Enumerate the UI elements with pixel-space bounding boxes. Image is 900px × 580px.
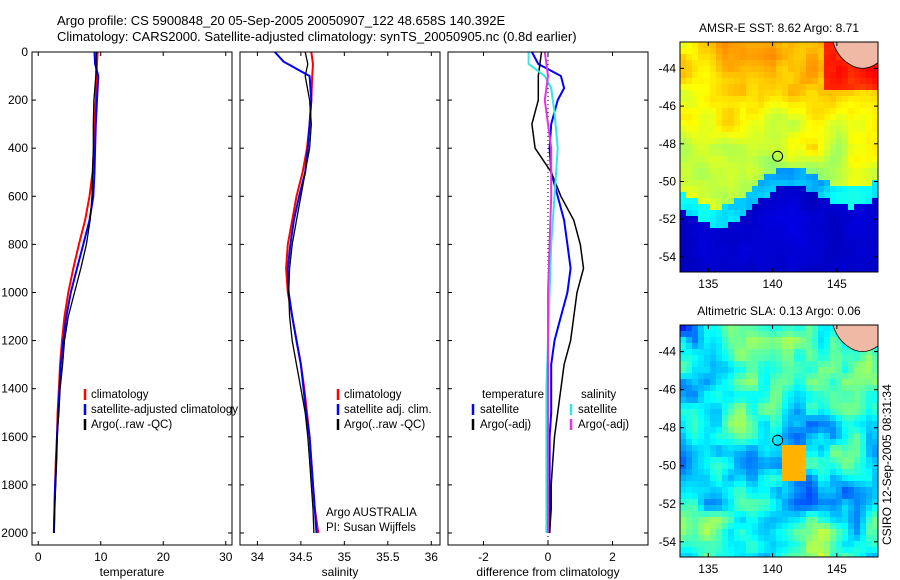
legend: climatology satellite adj. clim. Argo(..ra…: [336, 389, 432, 431]
y-tick-label: -46: [659, 99, 677, 113]
y-tick-label: 2000: [1, 526, 28, 540]
x-tick-label: 35: [338, 550, 352, 564]
figure-title-line1: Argo profile: CS 5900848_20 05-Sep-2005 …: [57, 13, 506, 28]
credit-label: CSIRO 12-Sep-2005 08:31:34: [880, 384, 894, 545]
y-tick-label: -52: [659, 497, 677, 511]
y-tick-label: -54: [659, 250, 677, 264]
argo-float-marker: [772, 150, 784, 162]
x-tick-label: 35.5: [376, 550, 400, 564]
x-axis-label: difference from climatology: [476, 565, 619, 579]
x-tick-label: 135: [698, 562, 718, 576]
series-line: [285, 51, 320, 534]
x-tick-label: 34.5: [289, 550, 313, 564]
legend-label: climatology: [91, 389, 149, 401]
map-title: Altimetric SLA: 0.13 Argo: 0.06: [697, 304, 861, 318]
x-tick-label: 10: [94, 550, 108, 564]
y-tick-label: -44: [659, 61, 677, 75]
argo-program-label: Argo AUSTRALIA: [326, 507, 417, 519]
x-axis-label: temperature: [100, 565, 165, 579]
plot-frame: [447, 51, 649, 546]
y-tick-label: 1600: [1, 430, 28, 444]
y-tick-label: 400: [8, 141, 28, 155]
legend-label: climatology: [344, 389, 402, 401]
legend-label: Argo(..raw -QC): [344, 419, 425, 431]
argo-float-marker: [772, 434, 784, 446]
x-tick-label: 135: [698, 277, 718, 291]
figure-title-line2: Climatology: CARS2000. Satellite-adjuste…: [57, 29, 577, 44]
x-tick-label: 145: [827, 277, 847, 291]
tasmania-landmass: [832, 324, 879, 353]
series-line: [288, 51, 315, 534]
y-tick-label: -50: [659, 175, 677, 189]
series-line: [543, 51, 553, 533]
legend-heading: salinity: [581, 389, 616, 401]
profile-panel-1: 0 200 400 600 800 1000 1200 1400 1600 1800 2000 0 10…: [1, 45, 232, 579]
x-tick-label: 2: [609, 550, 616, 564]
x-tick-label: 20: [157, 550, 171, 564]
plot-frame: [31, 51, 233, 546]
legend-label: satellite-adjusted climatology: [91, 404, 238, 416]
legend-label: satellite adj. clim.: [344, 404, 432, 416]
x-tick-label: 145: [827, 562, 847, 576]
y-tick-label: -44: [659, 345, 677, 359]
y-tick-label: -54: [659, 535, 677, 549]
y-tick-label: 0: [21, 45, 28, 59]
legend-label: Argo(-adj): [578, 419, 629, 431]
legend-label: Argo(-adj): [480, 419, 531, 431]
legend-heading: temperature: [482, 389, 544, 401]
y-tick-label: 1000: [1, 285, 28, 299]
y-tick-label: -48: [659, 421, 677, 435]
y-tick-label: 600: [8, 189, 28, 203]
y-tick-label: -50: [659, 459, 677, 473]
color-field: [680, 325, 879, 558]
tasmania-landmass: [832, 41, 879, 69]
legend-label: satellite: [578, 404, 617, 416]
series-line: [531, 51, 572, 533]
series-line: [52, 51, 99, 534]
profile-panel-2: 34 34.5 35 35.5 36 salinity: [239, 51, 441, 579]
series-line: [53, 51, 98, 534]
pi-label: PI: Susan Wijffels: [326, 522, 416, 534]
x-tick-label: 140: [763, 277, 783, 291]
x-tick-label: 140: [763, 562, 783, 576]
legend: temperature salinity satellite Argo(-adj) sa…: [471, 389, 629, 431]
map-panel-2: -44 -46 -48 -50 -52 -54 135 140 145 Altimetric SL…: [659, 304, 879, 576]
y-tick-label: -52: [659, 212, 677, 226]
legend-label: Argo(..raw -QC): [91, 419, 172, 431]
map-title: AMSR-E SST: 8.62 Argo: 8.71: [699, 21, 859, 35]
color-field: [680, 42, 879, 273]
legend-label: satellite: [480, 404, 519, 416]
x-tick-label: 0: [35, 550, 42, 564]
y-tick-label: 200: [8, 93, 28, 107]
x-tick-label: -2: [478, 550, 489, 564]
map-frame: [679, 324, 879, 558]
legend: climatology satellite-adjusted climatolog…: [83, 389, 238, 431]
series-line: [527, 52, 559, 533]
series-line: [52, 51, 100, 534]
y-tick-label: -48: [659, 137, 677, 151]
x-tick-label: 36: [425, 550, 439, 564]
plot-frame: [239, 51, 441, 546]
x-axis-label: salinity: [322, 565, 359, 579]
x-tick-label: 0: [545, 550, 552, 564]
x-tick-label: 30: [219, 550, 233, 564]
series-line: [531, 51, 585, 534]
y-tick-label: 1800: [1, 478, 28, 492]
y-tick-label: -46: [659, 383, 677, 397]
x-tick-label: 34: [251, 550, 265, 564]
y-tick-label: 1400: [1, 382, 28, 396]
y-tick-label: 1200: [1, 334, 28, 348]
map-panel-1: -44 -46 -48 -50 -52 -54 135 140 145 AMSR-E SST: 8…: [659, 21, 879, 291]
y-tick-label: 800: [8, 237, 28, 251]
series-line: [274, 51, 318, 534]
map-frame: [679, 41, 879, 273]
